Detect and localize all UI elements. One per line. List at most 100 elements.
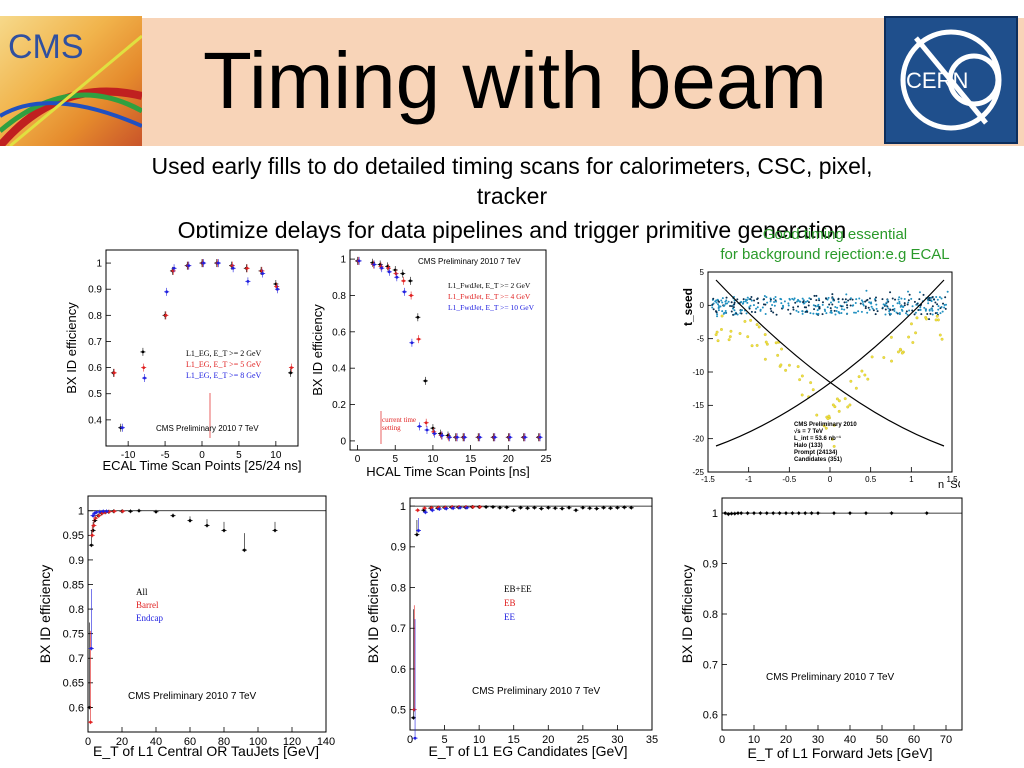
data-point <box>746 511 749 515</box>
x-tick-label: 60 <box>908 734 920 746</box>
x-tick-label: 20 <box>780 734 792 746</box>
y-tick-label: 0 <box>340 436 346 447</box>
prompt-point <box>783 300 786 303</box>
y-tick-label: -20 <box>692 434 704 443</box>
prompt-point <box>773 304 776 307</box>
data-point <box>424 421 428 425</box>
prompt-point <box>812 304 815 307</box>
prompt-point <box>753 299 756 302</box>
y-tick-label: 0.7 <box>391 623 406 635</box>
prompt-point <box>937 308 940 311</box>
prompt-point <box>750 296 753 299</box>
prompt-point <box>895 311 898 314</box>
prompt-point <box>920 313 923 316</box>
prompt-point <box>821 313 824 316</box>
prompt-point <box>711 306 714 309</box>
data-point <box>463 435 467 439</box>
hcal-annotation: current time setting <box>382 416 417 432</box>
data-point <box>357 259 361 263</box>
hcal-timing-plot: 00.20.40.60.810 5 10 15 20 25 BX ID efficienc… <box>308 246 558 478</box>
halo-point <box>866 377 870 381</box>
data-point <box>533 506 536 510</box>
prompt-point <box>749 304 752 307</box>
data-point <box>289 371 293 375</box>
prompt-point <box>907 299 910 302</box>
ecal-y-label: BX ID efficiency <box>64 302 79 394</box>
prompt-point <box>891 297 894 300</box>
halo-point <box>882 356 886 359</box>
tseed-legend-3: L_int = 53.6 nb⁻¹ <box>794 435 841 442</box>
x-tick-label: 20 <box>503 454 515 465</box>
prompt-point <box>826 306 829 309</box>
y-tick-label: 0 <box>700 301 705 310</box>
prompt-point <box>853 311 856 314</box>
prompt-point <box>844 298 847 301</box>
prompt-point <box>940 297 943 300</box>
prompt-point <box>939 307 942 310</box>
prompt-point <box>814 305 817 308</box>
hcal-annotation-box: current time setting <box>382 416 417 432</box>
y-tick-label: 0.7 <box>703 659 718 671</box>
prompt-point <box>946 290 949 293</box>
data-point <box>538 435 542 439</box>
x-tick-label: 1.5 <box>946 475 958 484</box>
prompt-point <box>900 308 903 311</box>
prompt-point <box>802 301 805 304</box>
prompt-point <box>787 302 790 305</box>
data-point <box>539 507 543 510</box>
central-jets-annotation: CMS Preliminary 2010 7 TeV <box>128 691 257 702</box>
data-point <box>890 511 893 515</box>
data-point <box>736 511 740 515</box>
prompt-point <box>759 308 762 311</box>
prompt-point <box>906 313 909 316</box>
prompt-point <box>813 308 816 311</box>
data-point <box>425 428 429 432</box>
data-point <box>567 506 571 510</box>
data-point <box>172 266 176 270</box>
data-point <box>730 512 733 516</box>
prompt-point <box>809 312 812 315</box>
prompt-band <box>711 289 949 321</box>
prompt-point <box>711 303 714 306</box>
prompt-point <box>821 301 824 304</box>
prompt-point <box>770 310 773 313</box>
prompt-point <box>868 297 871 300</box>
data-point <box>512 508 516 512</box>
halo-point <box>763 357 767 361</box>
data-point <box>424 510 427 514</box>
prompt-point <box>712 308 715 311</box>
halo-point <box>822 424 826 428</box>
tseed-legend-4: Halo (133) <box>794 443 823 449</box>
tseed-legend-5: Prompt (24134) <box>794 450 837 456</box>
data-point <box>243 548 246 552</box>
x-tick-label: 60 <box>184 736 196 748</box>
data-point <box>609 506 612 510</box>
prompt-point <box>746 296 749 299</box>
x-tick-label: 10 <box>473 734 485 746</box>
data-point <box>137 509 141 513</box>
prompt-point <box>797 298 800 301</box>
prompt-point <box>900 304 903 307</box>
y-tick-label: 0.9 <box>703 558 718 570</box>
halo-point <box>911 341 915 344</box>
data-point <box>848 511 852 515</box>
data-point <box>546 506 550 510</box>
data-point <box>154 510 158 514</box>
halo-point <box>716 339 720 343</box>
prompt-point <box>929 312 932 315</box>
halo-point <box>898 347 902 351</box>
prompt-point <box>928 297 931 300</box>
data-point <box>810 511 813 515</box>
prompt-point <box>722 304 725 307</box>
prompt-point <box>898 300 901 303</box>
prompt-point <box>817 297 820 300</box>
halo-point <box>764 340 768 344</box>
prompt-point <box>843 301 846 304</box>
prompt-point <box>739 309 742 312</box>
tseed-y-label: t_seed <box>681 288 695 326</box>
prompt-point <box>835 310 838 313</box>
prompt-point <box>717 303 720 306</box>
data-point <box>595 507 599 510</box>
prompt-point <box>830 301 833 304</box>
prompt-point <box>724 309 727 312</box>
